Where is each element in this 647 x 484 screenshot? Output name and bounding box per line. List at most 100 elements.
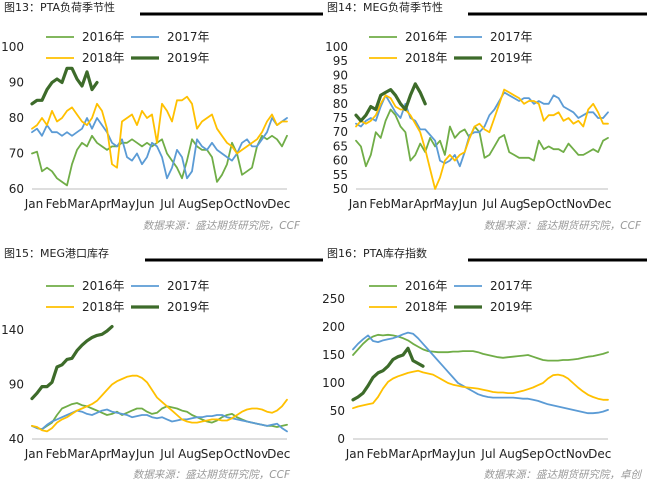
legend-label: 2019年 [490,300,533,314]
series-line [31,374,288,433]
x-tick-label: Feb [367,447,388,461]
series-line [31,117,288,180]
series-line [351,346,425,402]
chart-title: 图14：MEG负荷季节性 [327,0,443,14]
legend-label: 2019年 [167,51,210,65]
y-tick-label: 250 [322,292,345,306]
y-tick-label: 95 [333,54,348,68]
series-line [355,108,609,168]
x-tick-label: Jun [135,447,155,461]
x-tick-label: May [434,197,459,211]
x-tick-label: Mar [388,447,411,461]
y-tick-label: 65 [333,139,348,153]
y-tick-label: 90 [333,68,348,82]
y-tick-label: 50 [330,404,345,418]
y-tick-label: 50 [333,182,348,196]
legend-label: 2016年 [405,279,448,293]
source-note: 数据来源：盛达期货研究院，CCF [143,220,301,232]
y-tick-label: 40 [9,432,24,446]
x-tick-label: May [111,197,136,211]
legend-label: 2016年 [82,279,125,293]
chart-title: 图15：MEG港口库存 [4,246,109,260]
legend-label: 2018年 [405,51,448,65]
y-tick-label: 100 [322,376,345,390]
chart-title: 图13：PTA负荷季节性 [4,0,115,14]
series-line [352,333,609,362]
legend-label: 2019年 [167,300,210,314]
x-tick-label: Jun [456,447,476,461]
legend-label: 2017年 [167,279,210,293]
chart-panel-pta-load: 图13：PTA负荷季节性 60 70 80 90 100 Jan Feb Mar Apr May Ju… [0,0,323,242]
legend-label: 2018年 [82,51,125,65]
y-tick-label: 90 [9,76,24,90]
y-tick-label: 100 [1,40,24,54]
x-tick-label: Nov [245,197,268,211]
series-line [354,82,427,123]
x-tick-label: Aug [178,447,201,461]
x-tick-label: Nov [245,447,268,461]
x-tick-label: Jun [135,197,155,211]
x-tick-label: Apr [90,197,111,211]
series-line [30,324,114,401]
chart-svg-meg-port-stock: 图15：MEG港口库存 40 90 140 Jan Feb Mar Apr May Jun Jul A… [1,246,323,481]
chart-panel-meg-port-stock: 图15：MEG港口库存 40 90 140 Jan Feb Mar Apr May Jun Jul A… [0,242,323,484]
legend-label: 2019年 [490,51,533,65]
x-tick-label: Nov [566,447,589,461]
y-tick-label: 55 [333,168,348,182]
x-tick-label: Feb [46,197,67,211]
x-tick-label: Oct [546,197,567,211]
y-tick-label: 100 [325,40,348,54]
x-tick-label: Sep [523,197,546,211]
x-tick-label: Jul [159,447,174,461]
x-tick-label: Dec [588,447,611,461]
x-tick-label: Dec [588,197,611,211]
legend-label: 2017年 [490,30,533,44]
x-tick-label: Mar [67,447,90,461]
x-tick-label: Feb [46,447,67,461]
y-tick-label: 80 [9,111,24,125]
x-tick-label: Jun [458,197,478,211]
series-line [352,331,609,415]
legend-label: 2018年 [82,300,125,314]
legend-label: 2016年 [405,30,448,44]
series-line [355,91,609,168]
x-tick-label: Oct [224,197,245,211]
x-tick-label: Aug [500,197,523,211]
x-tick-label: May [432,447,457,461]
legend-label: 2017年 [167,30,210,44]
y-tick-label: 150 [322,348,345,362]
x-tick-label: Dec [267,197,290,211]
x-tick-label: Jan [345,447,365,461]
x-tick-label: Apr [414,197,435,211]
y-tick-label: 90 [9,377,24,391]
x-tick-label: Jan [24,447,44,461]
x-tick-label: Jan [24,197,44,211]
x-tick-label: Apr [411,447,432,461]
y-tick-label: 70 [333,125,348,139]
chart-svg-pta-stock-index: 图16：PTA库存指数 0 50 100 150 200 250 Jan Feb Mar Apr Ma… [322,246,647,481]
x-tick-label: Mar [67,197,90,211]
legend-label: 2018年 [405,300,448,314]
y-tick-label: 60 [333,154,348,168]
x-tick-label: May [111,447,136,461]
series-line [31,95,288,169]
y-tick-label: 85 [333,83,348,97]
y-tick-label: 200 [322,320,345,334]
x-tick-label: Aug [178,197,201,211]
x-tick-label: Jul [159,197,174,211]
y-tick-label: 140 [1,323,24,337]
x-tick-label: Mar [391,197,414,211]
source-note: 数据来源：盛达期货研究院，卓创 [484,469,643,481]
y-tick-label: 70 [9,147,24,161]
source-note: 数据来源：盛达期货研究院，CCF [133,469,291,481]
legend-label: 2017年 [490,279,533,293]
chart-panel-meg-load: 图14：MEG负荷季节性 50 55 60 65 70 75 80 85 90 95 100 Jan Fe… [323,0,647,242]
series-line [355,88,609,190]
chart-title: 图16：PTA库存指数 [327,246,427,260]
series-line [31,134,288,187]
x-tick-label: Jan [348,197,368,211]
x-tick-label: Dec [267,447,290,461]
x-tick-label: Sep [201,197,224,211]
